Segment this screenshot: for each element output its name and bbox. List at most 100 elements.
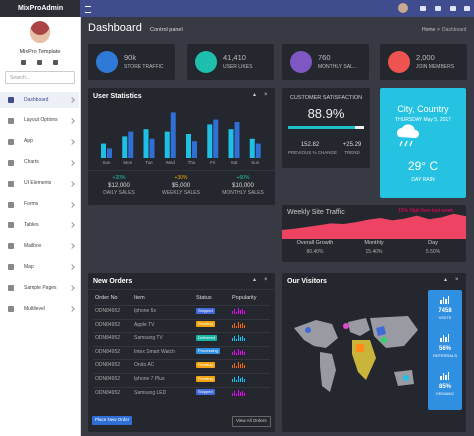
nav-icon[interactable] [435,6,441,11]
spark-bar [242,322,243,328]
icon-bar [445,299,447,304]
profile-icon[interactable] [53,60,58,65]
column-header: Popularity [232,295,257,301]
traffic-item-label: Overall Growth [296,240,334,246]
spark-bar [238,335,239,342]
panel-title: New Orders [93,278,133,285]
status-badge: Delivered [196,334,217,341]
traffic-item-label: Monthly [364,240,384,246]
summary-label: DAILY SALES [103,190,135,196]
brand: MixProAdmin [18,5,64,12]
menu-item[interactable]: Tables [0,217,79,233]
popularity-spark [232,348,246,355]
panel-collapse[interactable]: ▴ [444,277,448,283]
menu-icon [8,306,14,312]
visitor-icon [440,372,450,380]
traffic-item-label: Day [428,240,438,246]
spark-bar [236,312,237,314]
menu-item[interactable]: Map [0,259,79,275]
panel-close[interactable]: × [264,92,268,98]
visitor-value: 85% [438,384,451,390]
menu-icon [8,264,14,271]
spark-bar [238,308,239,314]
breadcrumb-home[interactable]: Home [422,27,436,33]
continent [356,344,364,352]
popularity-spark [232,362,246,369]
stat-value: 41,410 [223,53,246,62]
x-tick-label: Sun [251,160,260,165]
menu-item[interactable]: Forms [0,197,79,213]
panel-collapse[interactable]: ▴ [253,92,257,98]
menu-item[interactable]: App [0,134,79,150]
nav-icon[interactable] [420,6,426,11]
spark-bar [244,324,245,328]
menu-toggle[interactable] [85,6,91,13]
icon-bar [445,375,447,380]
panel: CUSTOMER SATISFACTION 88.9% 152.82 PREVIOUS… [282,88,370,168]
profile-icon[interactable] [21,60,26,65]
nav-icon[interactable] [464,6,470,11]
summary-amount: $10,000 [232,183,254,189]
weather-card: City, Country THURSDAY May 5, 2017 29° C DA… [380,88,466,198]
bar [128,131,134,158]
visitor-value: 7458 [438,308,452,314]
icon-bar [442,335,444,342]
spark-bar [240,391,241,396]
visitors-panel: 7458 VISITS 56% REFERRALS 85% ORGANIC [428,290,462,410]
x-tick-label: Wed [166,160,176,165]
menu-label: UI Elements [24,180,52,187]
spark-bar [236,352,237,355]
panel: 41,410 USER LIKES [187,44,274,80]
spark-bar [234,336,235,342]
spark-bar [240,310,241,314]
traffic-item-value: 5.50% [425,249,441,255]
menu-item[interactable]: UI Elements [0,176,79,192]
menu-item[interactable]: Layout Options [0,113,79,129]
stat-label: JOIN MEMBERS [416,64,455,70]
profile-icon[interactable] [37,60,42,65]
x-tick-label: Tue [145,160,153,165]
menu-icon [8,97,14,103]
logo-bar [0,0,80,17]
panel-close[interactable]: × [264,277,268,283]
search-box[interactable]: Search... [5,71,75,84]
menu-item[interactable]: Charts [0,155,79,171]
status-badge: Shipped [196,389,215,396]
spark-bar [232,338,233,342]
panel: New Orders ▴ × Order No Item Status Popularity… [88,273,275,432]
bar [255,143,261,158]
view-orders-button[interactable]: View All Orders [232,416,271,427]
summary-amount: $12,000 [108,183,130,189]
spark-bar [236,393,237,396]
spark-bar [242,390,243,396]
menu-item[interactable]: Dashboard [0,92,79,108]
place-order-button[interactable]: Place New Order [92,416,133,425]
icon-bar [442,373,444,380]
row-divider [93,305,270,306]
spark-bar [238,389,239,396]
spark-bar [232,392,233,396]
order-item: Iphone 7 Plus [134,376,165,382]
divider [88,289,275,290]
satisfaction-item-label: PREVIOUS % CHANGE [288,150,338,155]
bar [149,138,155,158]
menu-item[interactable]: Mailbox [0,238,79,254]
order-number: ODN84952 [95,362,121,369]
nav-avatar[interactable] [398,3,408,13]
menu-arrow [69,97,75,103]
panel-collapse[interactable]: ▴ [253,277,257,283]
spark-bar [240,378,241,382]
nav-icon[interactable] [450,6,456,11]
menu-icon [8,138,14,145]
panel-close[interactable]: × [455,277,459,283]
menu-arrow [69,201,75,208]
area-chart [282,213,466,239]
order-item: Samsung LED [134,389,167,396]
continent [294,320,338,348]
spark-bar [244,338,245,342]
breadcrumb-sep: > [437,27,440,33]
menu-item[interactable]: Sample Pages [0,280,79,296]
row-divider [93,386,270,388]
menu-item[interactable]: Multilevel [0,301,79,317]
menu-arrow [69,264,75,271]
